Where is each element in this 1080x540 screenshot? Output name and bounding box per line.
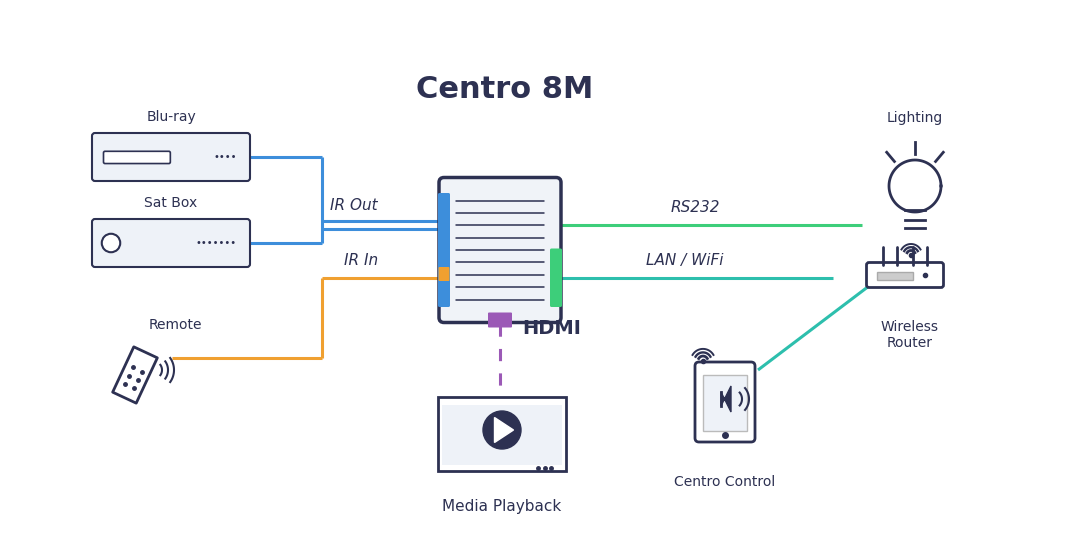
Text: HDMI: HDMI xyxy=(523,319,581,338)
Text: IR In: IR In xyxy=(343,253,378,268)
FancyBboxPatch shape xyxy=(438,267,449,281)
FancyBboxPatch shape xyxy=(442,405,562,465)
Text: Media Playback: Media Playback xyxy=(443,500,562,515)
Text: RS232: RS232 xyxy=(671,200,719,215)
FancyBboxPatch shape xyxy=(92,133,249,181)
Text: Blu-ray: Blu-ray xyxy=(146,110,195,124)
FancyBboxPatch shape xyxy=(703,375,747,431)
Polygon shape xyxy=(721,386,731,412)
Polygon shape xyxy=(495,417,513,442)
Text: Lighting: Lighting xyxy=(887,111,943,125)
Polygon shape xyxy=(889,160,941,212)
FancyBboxPatch shape xyxy=(866,262,944,287)
Text: Wireless
Router: Wireless Router xyxy=(881,320,939,350)
Text: •••••••: ••••••• xyxy=(195,238,237,248)
FancyBboxPatch shape xyxy=(438,178,561,322)
FancyBboxPatch shape xyxy=(104,151,171,164)
FancyBboxPatch shape xyxy=(696,362,755,442)
Text: Sat Box: Sat Box xyxy=(145,196,198,210)
Text: Centro Control: Centro Control xyxy=(674,475,775,489)
Text: Centro 8M: Centro 8M xyxy=(416,76,594,105)
Text: IR Out: IR Out xyxy=(330,198,378,213)
Text: Remote: Remote xyxy=(148,318,202,332)
FancyBboxPatch shape xyxy=(488,313,512,327)
Polygon shape xyxy=(112,347,158,403)
Text: ••••: •••• xyxy=(214,152,237,162)
Text: LAN / WiFi: LAN / WiFi xyxy=(646,253,724,268)
FancyBboxPatch shape xyxy=(877,272,913,280)
Circle shape xyxy=(102,234,120,252)
FancyBboxPatch shape xyxy=(438,193,450,307)
FancyBboxPatch shape xyxy=(550,248,562,307)
FancyBboxPatch shape xyxy=(438,397,566,471)
Circle shape xyxy=(483,411,521,449)
FancyBboxPatch shape xyxy=(92,219,249,267)
